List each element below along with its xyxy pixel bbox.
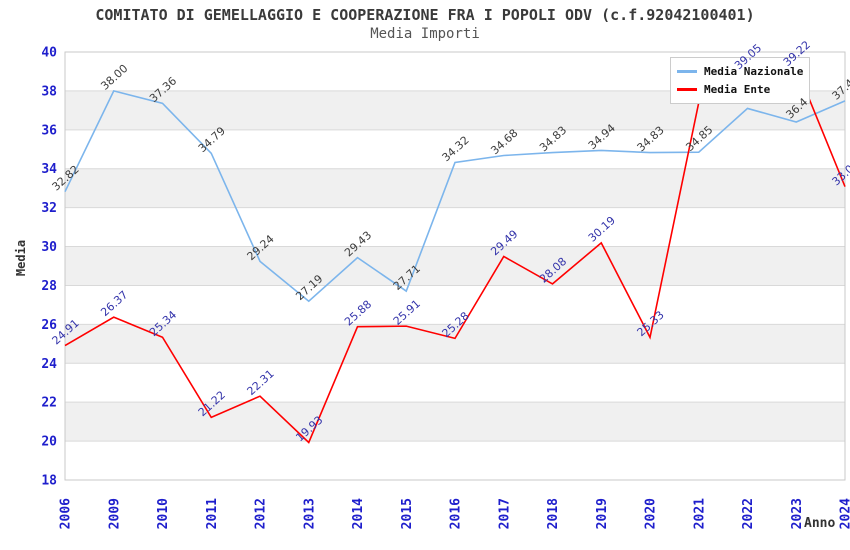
data-label: 25.88 bbox=[342, 298, 374, 329]
x-tick-label: 2012 bbox=[254, 498, 269, 529]
y-tick-label: 32 bbox=[41, 201, 57, 216]
data-label: 27.71 bbox=[391, 262, 423, 293]
data-label: 19.93 bbox=[293, 413, 325, 444]
data-label: 25.33 bbox=[635, 308, 667, 339]
y-tick-label: 22 bbox=[41, 396, 57, 411]
data-label: 24.91 bbox=[50, 317, 82, 348]
y-tick-label: 34 bbox=[41, 162, 57, 177]
data-label: 29.43 bbox=[342, 229, 374, 260]
plot-band bbox=[65, 168, 845, 208]
legend-item-media-nazionale: Media Nazionale bbox=[677, 65, 803, 78]
plot-band bbox=[65, 324, 845, 364]
data-label: 27.19 bbox=[293, 272, 325, 303]
data-label: 29.49 bbox=[488, 227, 520, 258]
data-label: 26.37 bbox=[98, 288, 130, 319]
x-tick-label: 2018 bbox=[546, 498, 561, 529]
series-line-media-ente bbox=[64, 66, 846, 444]
data-label: 25.91 bbox=[391, 297, 423, 328]
x-tick-label: 2013 bbox=[302, 498, 317, 529]
data-label: 34.68 bbox=[488, 127, 520, 158]
y-tick-label: 36 bbox=[41, 123, 57, 138]
data-label: 30.19 bbox=[586, 214, 618, 245]
x-tick-label: 2019 bbox=[595, 498, 610, 529]
plot-band bbox=[65, 246, 845, 286]
data-label: 34.94 bbox=[586, 121, 618, 152]
x-tick-label: 2016 bbox=[449, 498, 464, 529]
y-tick-label: 30 bbox=[41, 240, 57, 255]
data-label: 34.83 bbox=[537, 124, 569, 155]
x-tick-label: 2021 bbox=[692, 498, 707, 529]
x-tick-label: 2011 bbox=[205, 498, 220, 529]
media-ente-line-swatch-icon bbox=[677, 88, 697, 91]
chart-title: COMITATO DI GEMELLAGGIO E COOPERAZIONE F… bbox=[95, 6, 755, 24]
data-label: 29.24 bbox=[245, 232, 277, 263]
y-tick-label: 40 bbox=[41, 46, 57, 61]
data-label: 25.34 bbox=[147, 308, 179, 339]
series-line-media-nazionale bbox=[64, 89, 846, 303]
x-tick-label: 2006 bbox=[59, 498, 74, 529]
x-tick-label: 2010 bbox=[156, 498, 171, 529]
media-nazionale-line-swatch-icon bbox=[677, 70, 697, 73]
legend-label-media-ente: Media Ente bbox=[704, 83, 771, 96]
data-label: 34.79 bbox=[196, 124, 228, 155]
data-label: 22.31 bbox=[245, 367, 277, 398]
x-tick-label: 2024 bbox=[839, 498, 850, 529]
legend-item-media-ente: Media Ente bbox=[677, 83, 803, 96]
data-label: 33.08 bbox=[830, 158, 850, 189]
data-label: 37.36 bbox=[147, 74, 179, 105]
data-label: 28.08 bbox=[537, 255, 569, 286]
x-tick-label: 2020 bbox=[644, 498, 659, 529]
y-tick-label: 38 bbox=[41, 84, 57, 99]
data-label: 38.00 bbox=[98, 62, 130, 93]
legend-label-media-nazionale: Media Nazionale bbox=[704, 65, 804, 78]
legend: Media Nazionale Media Ente bbox=[670, 57, 810, 104]
y-tick-label: 28 bbox=[41, 279, 57, 294]
y-tick-label: 20 bbox=[41, 435, 57, 450]
data-label: 34.32 bbox=[440, 134, 472, 165]
x-tick-label: 2023 bbox=[790, 498, 805, 529]
data-label: 21.22 bbox=[196, 388, 228, 419]
x-axis-title: Anno bbox=[804, 516, 836, 531]
plot-band bbox=[65, 402, 845, 442]
data-label: 25.28 bbox=[440, 309, 472, 340]
y-tick-label: 24 bbox=[41, 357, 57, 372]
y-axis-title: Media bbox=[14, 239, 28, 277]
x-tick-label: 2017 bbox=[497, 498, 512, 529]
chart-subtitle: Media Importi bbox=[370, 26, 480, 42]
data-label: 34.83 bbox=[635, 124, 667, 155]
y-tick-label: 26 bbox=[41, 318, 57, 333]
plot-border bbox=[64, 51, 846, 481]
x-tick-label: 2014 bbox=[351, 498, 366, 529]
x-tick-label: 2022 bbox=[741, 498, 756, 529]
x-tick-label: 2015 bbox=[400, 498, 415, 529]
data-label: 34.85 bbox=[683, 123, 715, 154]
data-label: 32.82 bbox=[50, 163, 82, 194]
y-tick-label: 18 bbox=[41, 474, 57, 489]
data-label: 37.49 bbox=[830, 72, 850, 103]
x-tick-label: 2009 bbox=[107, 498, 122, 529]
